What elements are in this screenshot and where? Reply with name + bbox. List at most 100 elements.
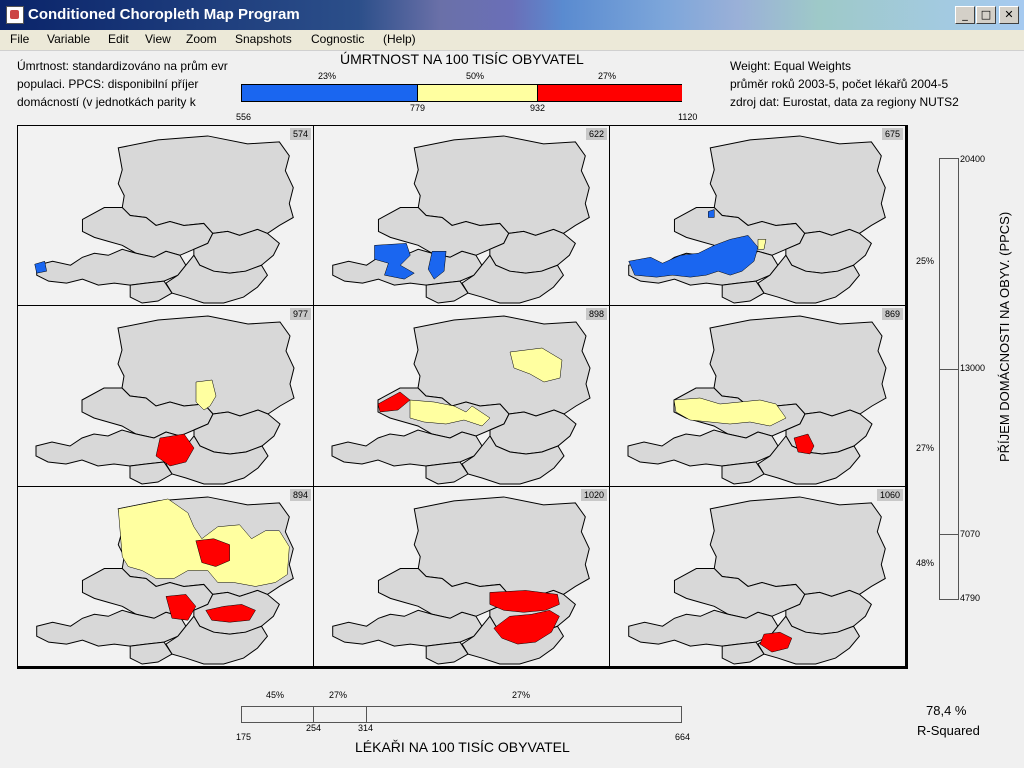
income-slider-title: PŘÍJEM DOMÁCNOSTI NA OBYV. (PPCS) xyxy=(997,211,1012,462)
map-panel[interactable]: 574 xyxy=(18,126,313,305)
top-legend-percent-3: 27% xyxy=(598,71,617,81)
top-legend-percent-1: 23% xyxy=(318,71,337,81)
top-legend-bar[interactable] xyxy=(241,84,682,102)
menu-snapshots[interactable]: Snapshots xyxy=(235,32,292,46)
menu-view[interactable]: View xyxy=(145,32,171,46)
menu-bar: File Variable Edit View Zoom Snapshots C… xyxy=(0,30,1024,51)
income-tick-1: 20400 xyxy=(960,154,986,164)
doctors-slider-handle-left[interactable] xyxy=(313,707,314,722)
country-map xyxy=(36,496,294,665)
highlighted-region xyxy=(673,397,787,427)
top-legend-tick-3: 932 xyxy=(530,103,546,113)
highlighted-region xyxy=(489,590,560,613)
panel-value-label: 675 xyxy=(881,128,903,140)
income-percent-2: 27% xyxy=(916,443,935,453)
country-map xyxy=(34,135,294,304)
panel-value-label: 898 xyxy=(585,308,607,320)
highlighted-region xyxy=(793,433,815,455)
menu-variable[interactable]: Variable xyxy=(47,32,91,46)
country-map xyxy=(628,496,886,665)
top-legend-title: ÚMRTNOST NA 100 TISÍC OBYVATEL xyxy=(340,51,584,67)
doctors-tick-3: 314 xyxy=(358,723,374,733)
panel-value-label: 1060 xyxy=(876,489,903,501)
top-legend-tick-1: 556 xyxy=(236,112,252,122)
highlighted-region xyxy=(759,631,793,653)
highlighted-region xyxy=(493,610,560,645)
highlighted-region xyxy=(165,594,197,621)
map-panel[interactable]: 675 xyxy=(610,126,905,305)
income-tick-4: 4790 xyxy=(960,593,981,603)
panel-value-label: 869 xyxy=(881,308,903,320)
left-note-line-2: populaci. PPCS: disponibilní příjer xyxy=(17,77,199,91)
top-legend-tick-2: 779 xyxy=(410,103,426,113)
income-percent-3: 48% xyxy=(916,558,935,568)
income-slider-handle-lower[interactable] xyxy=(940,534,958,535)
menu-cognostic[interactable]: Cognostic xyxy=(311,32,365,46)
doctors-tick-1: 175 xyxy=(236,732,252,742)
panel-value-label: 574 xyxy=(289,128,311,140)
menu-edit[interactable]: Edit xyxy=(108,32,129,46)
highlighted-region xyxy=(195,538,230,567)
panel-value-label: 622 xyxy=(585,128,607,140)
country-map xyxy=(35,315,295,485)
income-tick-3: 7070 xyxy=(960,529,981,539)
map-panel[interactable]: 977 xyxy=(18,306,313,486)
top-legend-percent-2: 50% xyxy=(466,71,485,81)
top-legend-tick-4: 1120 xyxy=(678,112,698,122)
country-map xyxy=(628,135,886,304)
income-slider-handle-upper[interactable] xyxy=(940,369,958,370)
panel-value-label: 977 xyxy=(289,308,311,320)
income-slider[interactable] xyxy=(939,158,959,600)
country-map xyxy=(332,496,590,665)
country-map xyxy=(332,135,590,304)
highlighted-region xyxy=(708,209,715,218)
doctors-slider[interactable] xyxy=(241,706,682,723)
highlighted-region xyxy=(628,235,759,278)
highlighted-region xyxy=(377,391,411,413)
country-map xyxy=(627,315,887,485)
left-note-line-3: domácností (v jednotkách parity k xyxy=(17,95,196,109)
legend-segment-mid[interactable] xyxy=(417,85,538,101)
left-note-line-1: Úmrtnost: standardizováno na prům evr xyxy=(17,59,228,73)
java-app-icon xyxy=(6,6,24,24)
minimize-button[interactable]: _ xyxy=(955,6,975,24)
maximize-button[interactable]: □ xyxy=(976,6,996,24)
income-percent-1: 25% xyxy=(916,256,935,266)
map-panel[interactable]: 869 xyxy=(610,306,905,486)
panel-value-label: 894 xyxy=(289,489,311,501)
doctors-percent-3: 27% xyxy=(512,690,531,700)
menu-file[interactable]: File xyxy=(10,32,30,46)
map-panel[interactable]: 894 xyxy=(18,487,313,666)
right-note-line-3: zdroj dat: Eurostat, data za regiony NUT… xyxy=(730,95,959,109)
map-panel[interactable]: 898 xyxy=(314,306,609,486)
highlighted-region xyxy=(195,379,217,411)
income-tick-2: 13000 xyxy=(960,363,986,373)
r-squared-value: 78,4 % xyxy=(926,703,967,718)
map-panel[interactable]: 1020 xyxy=(314,487,609,666)
country-map xyxy=(331,315,591,485)
highlighted-region xyxy=(155,433,195,467)
doctors-slider-handle-right[interactable] xyxy=(366,707,367,722)
title-bar: Conditioned Choropleth Map Program _ □ ✕ xyxy=(0,0,1024,30)
menu-zoom[interactable]: Zoom xyxy=(186,32,217,46)
close-button[interactable]: ✕ xyxy=(999,6,1019,24)
highlighted-region xyxy=(374,243,415,280)
map-panel[interactable]: 622 xyxy=(314,126,609,305)
legend-segment-low xyxy=(242,85,417,101)
r-squared-label: R-Squared xyxy=(917,723,980,738)
doctors-tick-4: 664 xyxy=(675,732,691,742)
highlighted-region xyxy=(509,347,563,383)
highlighted-region xyxy=(757,239,767,250)
panel-value-label: 1020 xyxy=(580,489,607,501)
doctors-tick-2: 254 xyxy=(306,723,322,733)
menu-help[interactable]: (Help) xyxy=(383,32,416,46)
doctors-percent-1: 45% xyxy=(266,690,285,700)
highlighted-region xyxy=(34,260,47,274)
map-panel[interactable]: 1060 xyxy=(610,487,905,666)
right-note-line-1: Weight: Equal Weights xyxy=(730,59,851,73)
legend-segment-high[interactable] xyxy=(537,85,682,101)
doctors-slider-title: LÉKAŘI NA 100 TISÍC OBYVATEL xyxy=(355,739,570,755)
highlighted-region xyxy=(427,251,447,280)
doctors-percent-2: 27% xyxy=(329,690,348,700)
window-title: Conditioned Choropleth Map Program xyxy=(28,6,300,23)
